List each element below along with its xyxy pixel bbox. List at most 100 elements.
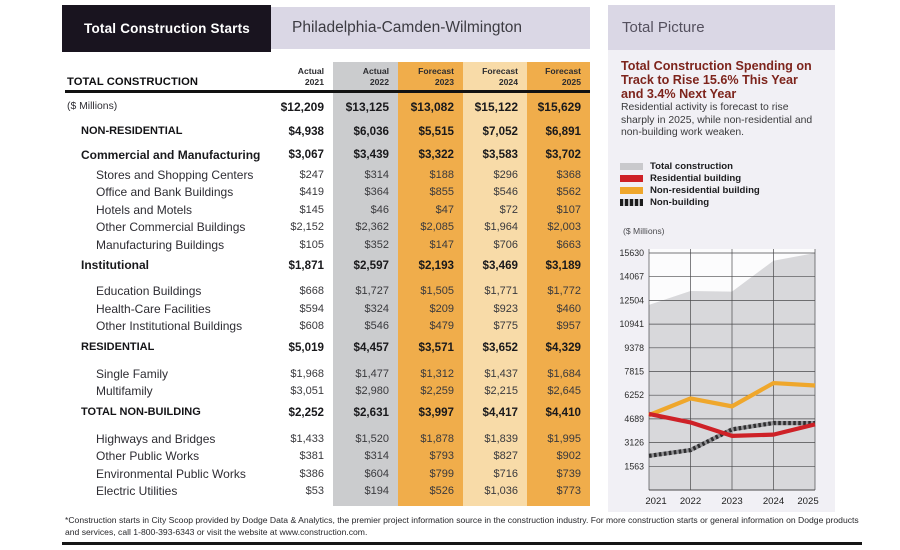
table-body: ($ Millions) $12,209 $13,125 $13,082 $15,122… [65, 93, 590, 500]
row-value: $902 [556, 450, 581, 463]
y-tick-label: 14067 [620, 272, 645, 282]
table-row: Education Buildings $668 $1,727 $1,505 $1,77… [65, 283, 590, 301]
line-non-residential-building [648, 380, 816, 418]
column-header-2025: Forecast 2025 [545, 66, 581, 87]
row-value: $1,505 [420, 285, 454, 298]
row-value: $368 [556, 168, 581, 181]
legend-item: Non-building [620, 196, 760, 208]
row-value: $1,036 [484, 485, 518, 498]
row-value: $13,082 [410, 99, 454, 114]
row-value: $3,469 [482, 258, 518, 272]
report-title-box: Total Construction Starts [62, 5, 271, 52]
table-row: Manufacturing Buildings $105 $352 $147 $706 $… [65, 236, 590, 254]
row-value: $107 [556, 203, 581, 216]
row-value: $5,515 [418, 124, 454, 138]
row-value: $2,085 [420, 221, 454, 234]
table-row: ($ Millions) $12,209 $13,125 $13,082 $15,122… [65, 94, 590, 119]
row-value: $4,410 [545, 405, 581, 419]
row-value: $3,571 [418, 340, 454, 354]
row-value: $314 [364, 450, 389, 463]
stripe-forecast-2025 [527, 62, 590, 506]
row-value: $6,891 [545, 124, 581, 138]
row-value: $247 [299, 168, 324, 181]
row-value: $739 [556, 467, 581, 480]
row-value: $546 [493, 186, 518, 199]
row-value: $2,003 [547, 221, 581, 234]
chart-legend: Total construction Residential building No… [620, 160, 760, 208]
row-label: TOTAL NON-BUILDING [81, 406, 201, 418]
row-value: $1,771 [484, 285, 518, 298]
y-tick-label: 3126 [624, 438, 644, 448]
row-label: Single Family [96, 366, 169, 381]
row-label: RESIDENTIAL [81, 341, 155, 353]
row-value: $381 [299, 450, 324, 463]
stripe-forecast-2024 [463, 62, 527, 506]
panel-headline: Total Construction Spending on Track to … [621, 59, 812, 102]
row-label: Other Commercial Buildings [96, 220, 246, 235]
table-row: RESIDENTIAL $5,019 $4,457 $3,571 $3,652 $4,32… [65, 335, 590, 359]
y-tick-label: 6252 [624, 390, 644, 400]
line-residential-building [648, 411, 816, 438]
chart-units-label: ($ Millions) [623, 226, 665, 236]
legend-label: Residential building [650, 172, 742, 184]
row-value: $364 [364, 186, 389, 199]
row-value: $72 [499, 203, 518, 216]
row-value: $47 [435, 203, 454, 216]
row-label: Multifamily [96, 384, 153, 399]
stripe-forecast-2023 [398, 62, 463, 506]
y-tick-label: 9378 [624, 343, 644, 353]
row-label: Other Public Works [96, 449, 200, 464]
table-row: Highways and Bridges $1,433 $1,520 $1,878 $1… [65, 430, 590, 448]
row-value: $2,259 [420, 385, 454, 398]
row-value: $3,702 [545, 148, 581, 161]
row-label: Electric Utilities [96, 484, 178, 499]
row-value: $46 [370, 203, 389, 216]
legend-swatch-icon [620, 186, 643, 194]
row-value: $2,193 [418, 258, 454, 272]
row-value: $188 [429, 168, 454, 181]
row-value: $2,645 [547, 385, 581, 398]
table-row: Multifamily $3,051 $2,980 $2,259 $2,215 $2,64… [65, 383, 590, 401]
row-value: $12,209 [280, 99, 324, 114]
row-label: Institutional [81, 258, 149, 272]
panel-title-bar: Total Picture [608, 5, 835, 50]
table-row: Commercial and Manufacturing $3,067 $3,439… [65, 143, 590, 166]
row-value: $2,215 [484, 385, 518, 398]
row-value: $799 [429, 467, 454, 480]
panel-title: Total Picture [622, 19, 705, 36]
row-value: $5,019 [288, 340, 324, 354]
row-value: $1,433 [290, 432, 324, 445]
row-value: $793 [429, 450, 454, 463]
legend-label: Non-residential building [650, 184, 760, 196]
legend-swatch-icon [620, 198, 643, 206]
row-value: $3,067 [288, 148, 324, 161]
row-label: Commercial and Manufacturing [81, 147, 261, 162]
row-label: Manufacturing Buildings [96, 237, 225, 252]
x-tick-label: 2025 [797, 496, 818, 507]
table-row: Other Commercial Buildings $2,152 $2,362 $2… [65, 219, 590, 237]
legend-label: Non-building [650, 196, 710, 208]
row-value: $479 [429, 320, 454, 333]
legend-item: Residential building [620, 172, 760, 184]
legend-swatch-icon [620, 162, 643, 170]
row-value: $324 [364, 302, 389, 315]
y-tick-label: 12504 [620, 295, 645, 305]
row-value: $7,052 [482, 124, 518, 138]
y-tick-label: 10941 [620, 319, 645, 329]
row-value: $3,652 [482, 340, 518, 354]
row-value: $716 [493, 467, 518, 480]
row-value: $775 [493, 320, 518, 333]
row-value: $594 [299, 302, 324, 315]
row-value: $1,727 [355, 285, 389, 298]
row-value: $296 [493, 168, 518, 181]
construction-table: TOTAL CONSTRUCTION Actual 2021 Actual 2022 F… [65, 62, 590, 506]
header-rule [65, 90, 590, 93]
column-stripes [65, 62, 590, 506]
row-value: $855 [429, 186, 454, 199]
row-value: $2,252 [288, 405, 324, 419]
row-value: $3,051 [290, 385, 324, 398]
row-value: $3,583 [482, 148, 518, 161]
table-row: Other Institutional Buildings $608 $546 $47… [65, 318, 590, 336]
row-value: $923 [493, 302, 518, 315]
row-value: $1,995 [547, 432, 581, 445]
